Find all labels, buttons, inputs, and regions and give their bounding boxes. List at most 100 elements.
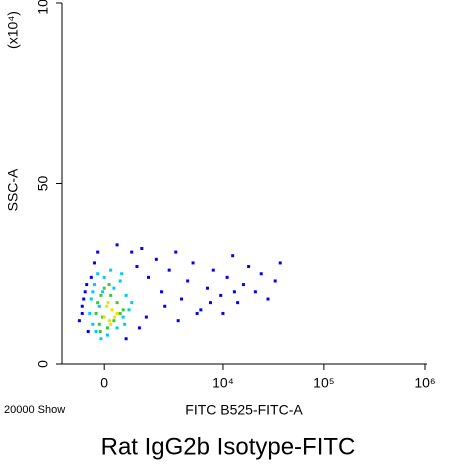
data-point: [195, 311, 199, 315]
data-point: [109, 322, 113, 326]
x-tick-label: 10⁶: [414, 375, 435, 391]
data-point: [154, 257, 158, 261]
y-multiplier: (x10⁴): [5, 11, 21, 49]
data-point: [115, 311, 119, 315]
x-axis-label: FITC B525-FITC-A: [185, 402, 303, 418]
data-point: [83, 290, 87, 294]
data-point: [123, 322, 127, 326]
data-point: [208, 301, 212, 305]
y-tick-label: 50: [35, 176, 51, 192]
data-point: [167, 268, 171, 272]
data-point: [186, 279, 190, 283]
data-point: [91, 322, 95, 326]
data-point: [118, 279, 122, 283]
x-tick-label: 0: [100, 375, 108, 391]
data-point: [102, 286, 106, 290]
data-point: [180, 297, 184, 301]
data-point: [80, 304, 84, 308]
data-point: [266, 297, 270, 301]
data-point: [241, 283, 245, 287]
data-point: [231, 254, 235, 258]
data-point: [109, 268, 113, 272]
data-point: [211, 268, 215, 272]
footer-note: 20000 Show: [4, 404, 65, 416]
data-point: [205, 286, 209, 290]
data-point: [94, 330, 98, 334]
data-point: [219, 293, 223, 297]
data-point: [89, 275, 93, 279]
data-point: [107, 283, 111, 287]
data-point: [236, 301, 240, 305]
data-point: [105, 304, 109, 308]
data-point: [96, 272, 100, 276]
data-point: [124, 337, 128, 341]
x-tick-label: 10⁴: [212, 375, 234, 391]
data-point: [120, 272, 124, 276]
data-point: [259, 272, 263, 276]
data-point: [118, 311, 122, 315]
data-point: [127, 308, 131, 312]
data-point: [160, 290, 164, 294]
data-point: [85, 283, 89, 287]
data-point: [101, 290, 105, 294]
data-point: [96, 250, 100, 254]
data-point: [99, 337, 103, 341]
data-point: [232, 290, 236, 294]
data-point: [221, 311, 225, 315]
data-point: [92, 261, 96, 265]
data-point: [97, 322, 101, 326]
data-point: [130, 250, 134, 254]
data-point: [102, 315, 106, 319]
data-point: [199, 308, 203, 312]
data-point: [101, 315, 105, 319]
data-point: [86, 330, 90, 334]
data-point: [107, 319, 111, 323]
data-point: [176, 319, 180, 323]
data-point: [115, 326, 119, 330]
data-point: [113, 315, 117, 319]
data-point: [121, 308, 125, 312]
data-point: [97, 304, 101, 308]
data-point: [191, 261, 195, 265]
data-point: [110, 308, 114, 312]
data-point: [102, 275, 106, 279]
data-point: [147, 275, 151, 279]
data-point: [112, 286, 116, 290]
data-point: [140, 246, 144, 250]
data-point: [163, 304, 167, 308]
data-point: [94, 311, 98, 315]
data-point: [124, 293, 128, 297]
y-axis-label: SSC-A: [5, 168, 21, 211]
data-point: [105, 333, 109, 337]
data-point: [89, 297, 93, 301]
x-tick-label: 10⁵: [313, 375, 334, 391]
data-point: [105, 326, 109, 330]
data-point: [92, 283, 96, 287]
data-point: [137, 326, 141, 330]
data-point: [77, 319, 81, 323]
data-point: [106, 301, 110, 305]
data-point: [98, 330, 102, 334]
data-point: [247, 265, 251, 269]
data-point: [80, 311, 84, 315]
data-point: [174, 250, 178, 254]
y-tick-label: 0: [35, 360, 51, 368]
data-point: [278, 261, 282, 265]
data-point: [112, 319, 116, 323]
data-point: [115, 301, 119, 305]
data-point: [144, 315, 148, 319]
data-point: [96, 301, 100, 305]
data-point: [109, 293, 113, 297]
y-tick-label: 100: [35, 0, 51, 15]
data-point: [135, 265, 139, 269]
data-point: [225, 275, 229, 279]
chart-title: Rat IgG2b Isotype-FITC: [101, 433, 356, 460]
data-point: [273, 279, 277, 283]
data-point: [253, 290, 257, 294]
data-point: [88, 311, 92, 315]
data-point: [91, 290, 95, 294]
data-point: [99, 293, 103, 297]
data-point: [121, 315, 125, 319]
data-point: [82, 297, 86, 301]
